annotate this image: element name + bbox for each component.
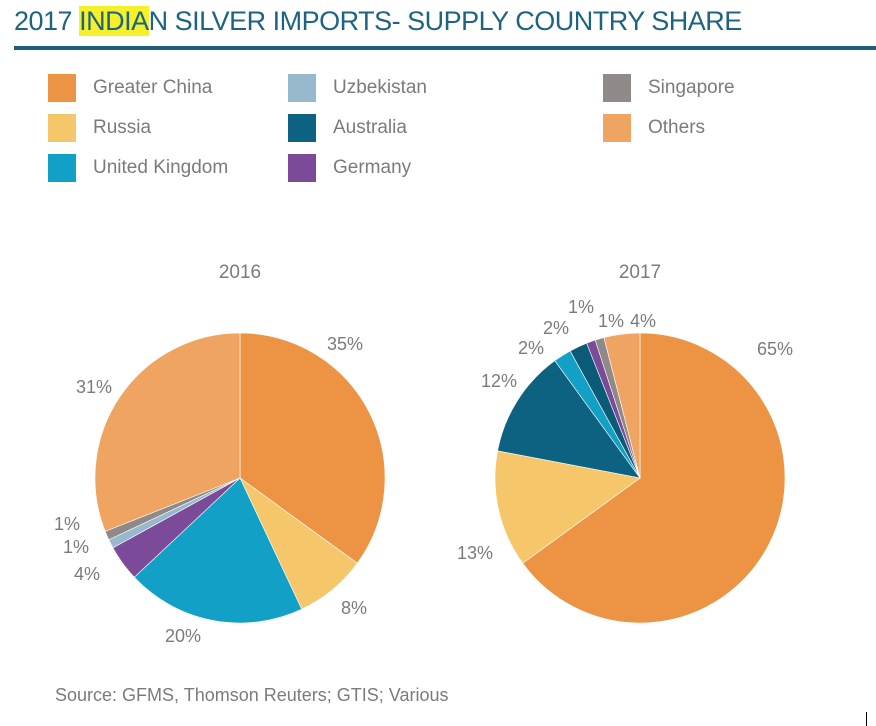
legend-label: Greater China [93,77,213,98]
data-label: 4% [74,564,101,584]
title-text: 2017 [14,6,80,36]
legend-item: Germany [288,154,411,182]
legend-item: Others [603,114,705,142]
data-label: 12% [481,371,518,391]
pie-slice-2016-others [94,332,241,532]
legend-item: Russia [48,114,151,142]
year-label-2017: 2017 [618,262,662,283]
title-rule [14,46,876,50]
data-label: 13% [457,543,494,563]
legend-label: Australia [333,117,407,138]
data-label: 31% [76,377,113,397]
data-label: 1% [54,514,81,534]
legend-label: Others [648,117,706,138]
legend-swatch [288,74,316,102]
legend-swatch [288,154,316,182]
data-label: 35% [327,334,364,354]
legend-swatch [48,74,76,102]
pie-slice-2017-others [603,332,641,479]
legend-swatch [603,74,631,102]
legend-label: Singapore [648,77,735,98]
data-label: 2% [543,318,570,338]
legend-label: Germany [333,157,412,178]
data-label: 20% [165,626,202,646]
legend-label: United Kingdom [93,157,229,178]
legend-item: Singapore [603,74,735,102]
legend-item: Greater China [48,74,212,102]
text-cursor [866,712,867,726]
legend-item: Australia [288,114,407,142]
pie-slice-2017-russia [494,450,641,564]
legend-item: Uzbekistan [288,74,427,102]
legend-swatch [48,114,76,142]
year-label-2016: 2016 [218,262,262,283]
data-label: 1% [63,537,90,557]
pie-slice-2017-greater-china [522,332,786,624]
legend-label: Russia [93,117,152,138]
source-note: Source: GFMS, Thomson Reuters; GTIS; Var… [55,685,449,705]
data-label: 2% [518,338,545,358]
title-text-rest: N SILVER IMPORTS- SUPPLY COUNTRY SHARE [148,6,743,36]
chart-title: 2017 INDIAN SILVER IMPORTS- SUPPLY COUNT… [14,6,742,37]
pie-slice-2016-united-kingdom [133,477,303,624]
data-label: 8% [341,598,368,618]
legend-label: Uzbekistan [333,77,427,98]
data-label: 4% [630,311,657,331]
data-label: 65% [757,339,794,359]
pie-slice-2017-australia [497,360,641,479]
data-label: 1% [568,297,595,317]
legend-swatch [48,154,76,182]
pie-slice-2016-greater-china [239,332,386,564]
legend-item: United Kingdom [48,154,228,182]
data-label: 1% [598,311,625,331]
legend-swatch [288,114,316,142]
legend-swatch [603,114,631,142]
title-highlight: INDIA [79,6,149,36]
